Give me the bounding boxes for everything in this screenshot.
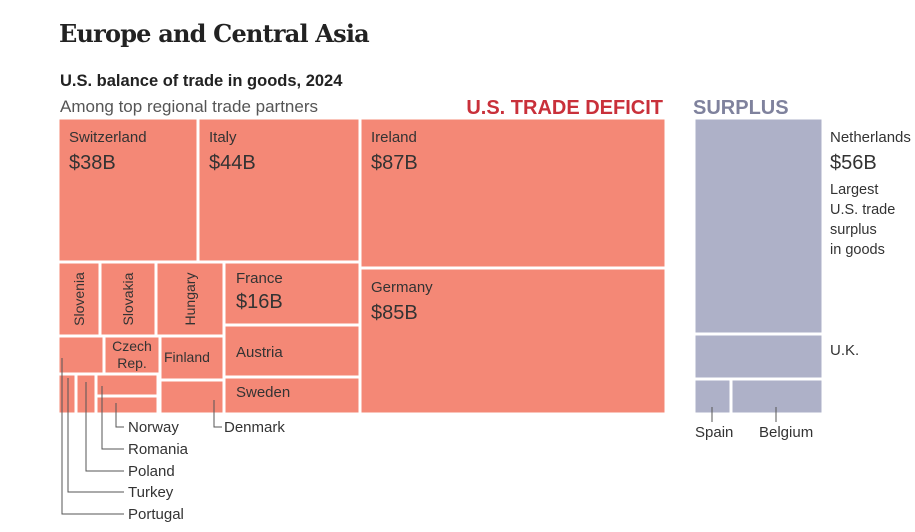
treemap-label-sweden: Sweden xyxy=(236,384,290,401)
deficit-group-label: U.S. TRADE DEFICIT xyxy=(466,97,663,119)
leader-turkey xyxy=(67,378,124,493)
treemap-rect-belgium xyxy=(729,377,825,416)
treemap-rect-norway xyxy=(94,394,160,416)
treemap-label-hungary: Hungary xyxy=(182,273,198,326)
treemap-rect-sweden xyxy=(222,375,362,416)
treemap-rect-germany xyxy=(358,266,668,416)
leader-portugal xyxy=(61,358,124,515)
netherlands-note-line-1: Largest xyxy=(830,182,878,198)
netherlands-note-line-2: U.S. trade xyxy=(830,202,895,218)
treemap-label-norway: Norway xyxy=(128,419,179,436)
treemap-rect-italy xyxy=(196,116,362,264)
treemap-rect-portugal xyxy=(56,334,106,376)
treemap-label-spain: Spain xyxy=(695,424,733,441)
treemap-label-france: France xyxy=(236,270,283,287)
treemap-label-netherlands: Netherlands xyxy=(830,129,911,146)
chart-subtitle: Among top regional trade partners xyxy=(60,97,318,116)
treemap-label-ireland: Ireland xyxy=(371,129,417,146)
treemap-label-austria: Austria xyxy=(236,344,283,361)
treemap-label-czech-rep-line1: Czech xyxy=(112,338,152,354)
leader-denmark xyxy=(213,400,222,428)
treemap-label-germany: Germany xyxy=(371,279,433,296)
treemap-rect-romania xyxy=(94,372,160,398)
treemap-rect-austria xyxy=(222,323,362,379)
leader-poland xyxy=(85,382,124,472)
leader-romania xyxy=(101,386,124,450)
treemap-rect-denmark xyxy=(158,378,226,416)
treemap-label-slovakia: Slovakia xyxy=(120,272,136,325)
surplus-group-label: SURPLUS xyxy=(693,97,789,119)
treemap-label-romania: Romania xyxy=(128,441,189,458)
netherlands-note-line-3: surplus xyxy=(830,222,877,238)
treemap-rect-switzerland xyxy=(56,116,200,264)
treemap-label-turkey: Turkey xyxy=(128,484,174,501)
treemap-rect-uk xyxy=(692,332,825,381)
treemap-label-poland: Poland xyxy=(128,463,175,480)
chart-title: U.S. balance of trade in goods, 2024 xyxy=(60,72,343,90)
treemap-label-belgium: Belgium xyxy=(759,424,813,441)
treemap-rect-turkey xyxy=(56,372,78,416)
treemap-label-switzerland: Switzerland xyxy=(69,129,147,146)
treemap-label-denmark: Denmark xyxy=(224,419,285,436)
treemap-label-finland: Finland xyxy=(164,349,210,365)
treemap-value-netherlands: $56B xyxy=(830,152,877,174)
section-title: Europe and Central Asia xyxy=(59,19,370,48)
treemap-label-uk: U.K. xyxy=(830,342,859,359)
treemap-label-slovenia: Slovenia xyxy=(71,272,87,326)
treemap-value-germany: $85B xyxy=(371,302,418,324)
treemap-rect-ireland xyxy=(358,116,668,270)
treemap-label-czech-rep-line2: Rep. xyxy=(117,355,147,371)
treemap-value-switzerland: $38B xyxy=(69,152,116,174)
leader-norway xyxy=(115,403,124,428)
treemap-value-france: $16B xyxy=(236,291,283,313)
netherlands-note-line-4: in goods xyxy=(830,242,885,258)
treemap-value-ireland: $87B xyxy=(371,152,418,174)
treemap-rect-netherlands xyxy=(692,116,825,336)
treemap-rect-france xyxy=(222,260,362,327)
treemap-value-italy: $44B xyxy=(209,152,256,174)
treemap-label-italy: Italy xyxy=(209,129,237,146)
treemap-label-portugal: Portugal xyxy=(128,506,184,523)
